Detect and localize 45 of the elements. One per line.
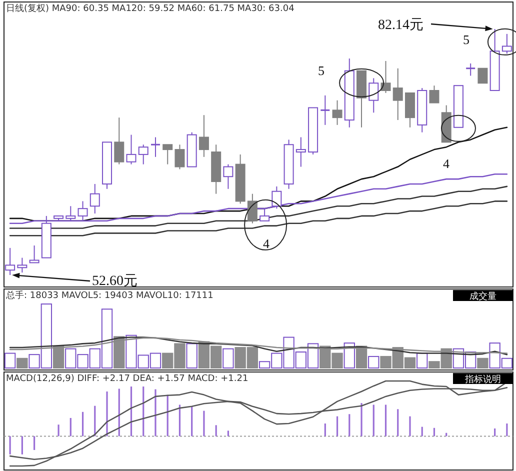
candlestick — [296, 136, 306, 168]
candlestick — [150, 136, 161, 158]
bar — [368, 356, 380, 368]
chart-title: 总手: 18033 MAVOL5: 19403 MAVOL10: 17111 — [5, 290, 214, 301]
candlestick — [126, 134, 136, 165]
candlestick — [320, 94, 330, 126]
candlestick — [478, 68, 488, 84]
bar — [4, 352, 16, 368]
annotation: 82.14元 — [378, 18, 424, 33]
candlestick — [368, 78, 379, 114]
bar — [222, 348, 234, 368]
candlestick — [247, 193, 258, 224]
bar — [416, 352, 428, 368]
annotation: 5 — [463, 32, 470, 47]
candlestick — [502, 33, 512, 54]
candlestick — [78, 200, 88, 222]
bar — [16, 358, 28, 368]
candlestick — [174, 144, 185, 170]
candlestick — [465, 62, 476, 76]
candlestick — [5, 247, 16, 276]
candlestick — [66, 206, 76, 222]
candlestick — [223, 164, 234, 190]
candlestick — [198, 114, 209, 158]
candlestick — [380, 60, 391, 94]
candlestick — [162, 144, 173, 165]
chart-title: MACD(12,26,9) DIFF: +2.17 DEA: +1.57 MACD: +1.21 — [6, 374, 248, 384]
candlestick — [90, 183, 100, 214]
candlestick — [392, 68, 403, 121]
candlestick — [17, 257, 28, 274]
candlestick — [260, 208, 270, 222]
chart-title: 日线(复权) MA90: 60.35 MA120: 59.52 MA60: 61.75 MA30: 63.04 — [6, 3, 295, 14]
annotation: 指标说明 — [464, 374, 501, 385]
candlestick — [114, 117, 124, 165]
candlestick — [29, 244, 40, 264]
bar — [186, 343, 198, 368]
candlestick — [138, 144, 148, 165]
annotation: 4 — [443, 156, 450, 171]
candlestick — [332, 100, 342, 126]
annotation: 52.60元 — [92, 274, 138, 289]
annotation: 5 — [318, 63, 324, 78]
text: 成交量 — [470, 291, 496, 302]
bar — [477, 358, 488, 368]
annotation: 4 — [263, 236, 270, 251]
candlestick — [272, 186, 282, 210]
candlestick — [429, 85, 440, 104]
